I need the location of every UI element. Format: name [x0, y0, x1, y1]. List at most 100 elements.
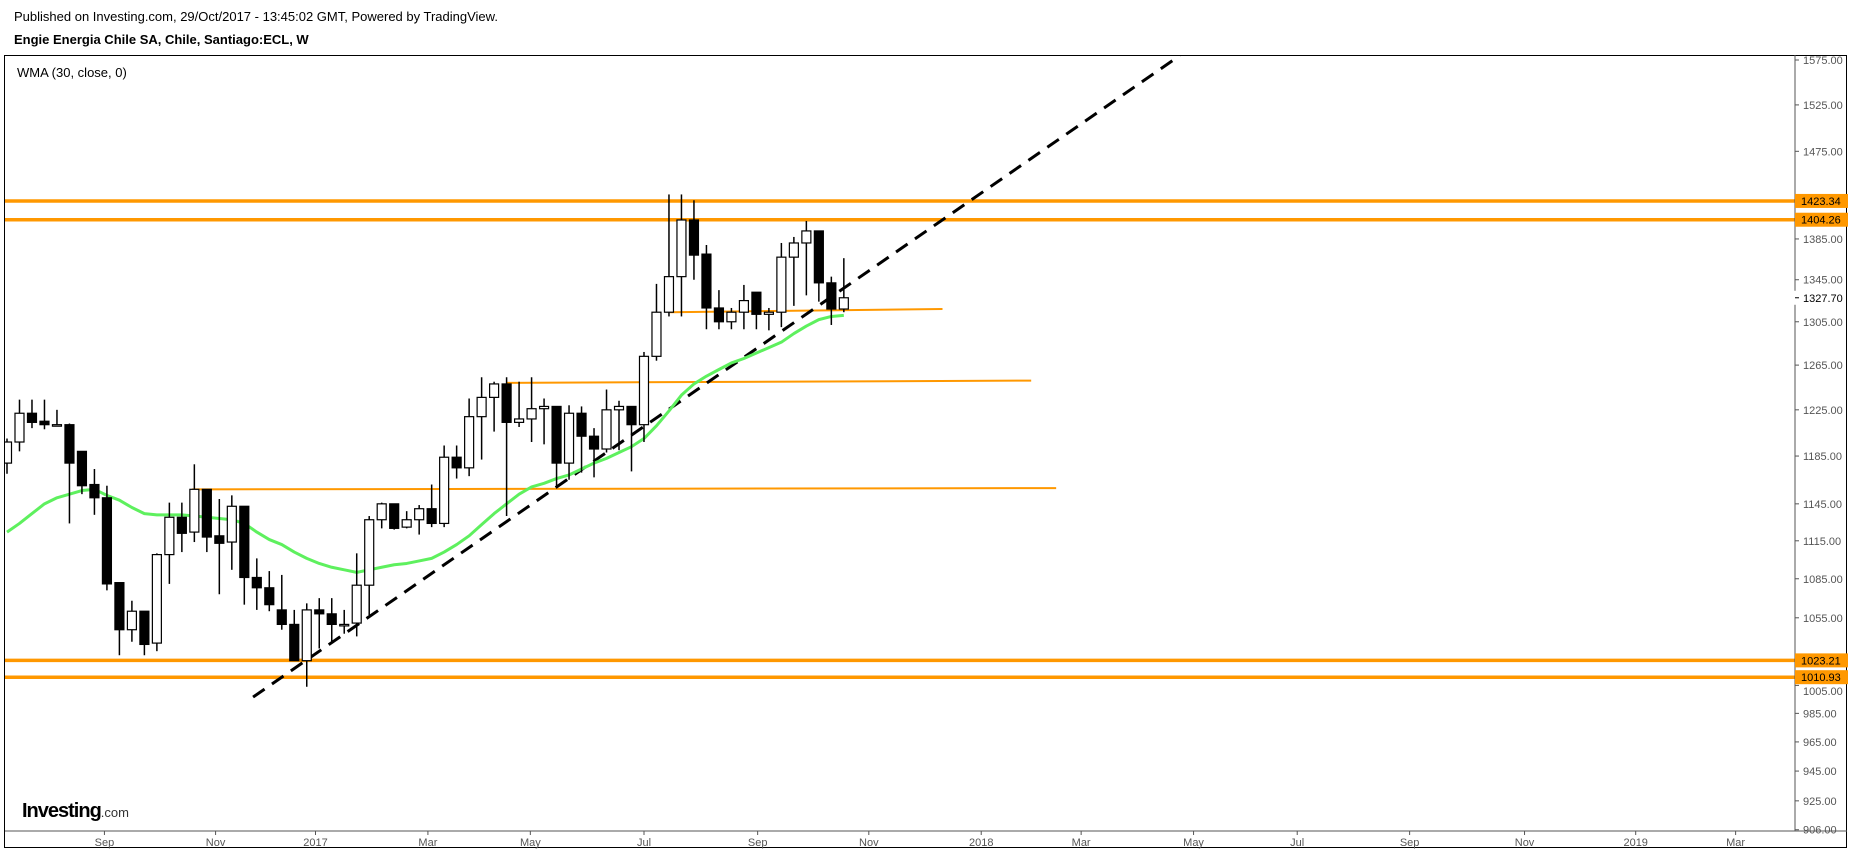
- candle: [638, 351, 650, 443]
- candle-body-down: [551, 405, 562, 464]
- price-tick-label: 1115.00: [1803, 536, 1841, 548]
- candle-body-up: [801, 230, 812, 244]
- candle-body-down: [576, 412, 587, 437]
- candle-body-up: [601, 409, 612, 450]
- indicator-legend[interactable]: WMA (30, close, 0): [17, 65, 127, 80]
- candle: [264, 571, 275, 612]
- candle-body-up: [838, 297, 849, 310]
- candle: [701, 244, 712, 330]
- level-price-tag: [1795, 193, 1848, 208]
- support-line: [506, 379, 1032, 384]
- candle-body-up: [164, 516, 175, 556]
- candle-body-up: [788, 242, 799, 258]
- time-tick-label: Mar: [1072, 837, 1091, 849]
- candle-body-down: [389, 503, 400, 529]
- logo-suffix: .com: [100, 805, 129, 820]
- candle: [476, 377, 487, 460]
- chart-title: Engie Energia Chile SA, Chile, Santiago:…: [14, 32, 309, 47]
- logo-main: Investing: [22, 800, 102, 822]
- candle-body-down: [701, 253, 712, 309]
- candle-body-up: [638, 355, 650, 426]
- candle: [226, 495, 237, 570]
- candle-body-down: [813, 230, 824, 284]
- candle-body-up: [151, 553, 162, 644]
- candle-body-up: [414, 508, 425, 521]
- support-line: [191, 487, 1057, 491]
- investing-logo: Investing.com: [22, 800, 129, 823]
- candle-body-up: [513, 418, 525, 423]
- price-tick-label: 965.00: [1803, 737, 1837, 749]
- candle: [489, 381, 500, 432]
- candle: [139, 610, 150, 656]
- candle-body-down: [501, 383, 512, 423]
- time-tick-label: Sep: [95, 837, 115, 849]
- last-price-tag: [1793, 290, 1843, 305]
- published-info: Published on Investing.com, 29/Oct/2017 …: [14, 9, 498, 24]
- candle-body-up: [738, 299, 750, 313]
- wma-line: [6, 313, 844, 574]
- candle: [176, 502, 187, 553]
- candle: [726, 307, 737, 330]
- candle-body-up: [5, 441, 13, 464]
- price-tick-label: 985.00: [1803, 708, 1837, 720]
- candle: [76, 450, 88, 495]
- candle: [114, 582, 125, 656]
- candle-body-down: [588, 435, 600, 450]
- candle-body-up: [464, 416, 475, 469]
- time-tick-label: Jul: [1290, 837, 1304, 849]
- price-tick-label: 1055.00: [1803, 613, 1843, 625]
- price-tick-label: 1345.00: [1803, 275, 1843, 287]
- candle: [14, 399, 25, 452]
- candle: [414, 505, 425, 535]
- candle-body-down: [239, 505, 250, 579]
- level-price-label: 1010.93: [1801, 672, 1841, 684]
- candle: [251, 558, 262, 610]
- candle-body-up: [613, 405, 625, 411]
- time-tick-label: Nov: [859, 837, 879, 849]
- candle: [663, 194, 675, 317]
- time-tick-label: Sep: [1400, 837, 1420, 849]
- candle-body-down: [64, 424, 75, 464]
- support-line: [670, 308, 943, 314]
- candle-body-up: [538, 405, 550, 410]
- level-price-label: 1423.34: [1801, 196, 1841, 208]
- candle: [613, 400, 625, 451]
- chart-frame: [4, 55, 1847, 848]
- candle: [776, 242, 787, 328]
- price-tick-label: 945.00: [1803, 766, 1837, 778]
- time-tick-label: Nov: [1515, 837, 1535, 849]
- candle-body-up: [339, 623, 350, 627]
- candle-body-down: [713, 307, 725, 323]
- candle: [526, 377, 537, 443]
- candle-body-up: [763, 311, 774, 315]
- candle: [151, 553, 162, 652]
- level-price-tag: [1795, 212, 1848, 227]
- price-tick-label: 906.00: [1803, 825, 1837, 837]
- candle: [576, 406, 587, 473]
- level-price-label: 1023.21: [1801, 655, 1841, 667]
- time-tick-label: Mar: [1726, 837, 1745, 849]
- candle-body-up: [489, 383, 500, 398]
- candle: [64, 423, 75, 524]
- candle-body-up: [663, 276, 675, 313]
- candle-body-up: [526, 408, 537, 420]
- price-tick-label: 1265.00: [1803, 360, 1843, 372]
- time-tick-label: Sep: [748, 837, 768, 849]
- candle: [376, 502, 387, 529]
- candle-body-up: [51, 424, 63, 427]
- candle: [364, 516, 375, 616]
- time-tick-label: May: [1183, 837, 1204, 849]
- candle: [801, 220, 812, 296]
- candle: [201, 488, 212, 553]
- candle: [563, 405, 575, 480]
- candle-body-down: [451, 456, 462, 469]
- candle: [788, 236, 799, 306]
- candle: [5, 438, 13, 474]
- candle-body-down: [264, 587, 275, 606]
- candle-body-up: [364, 519, 375, 586]
- candle: [588, 428, 600, 478]
- price-tick-label: 1305.00: [1803, 317, 1843, 329]
- time-tick-label: 2017: [303, 837, 327, 849]
- candle: [126, 600, 138, 642]
